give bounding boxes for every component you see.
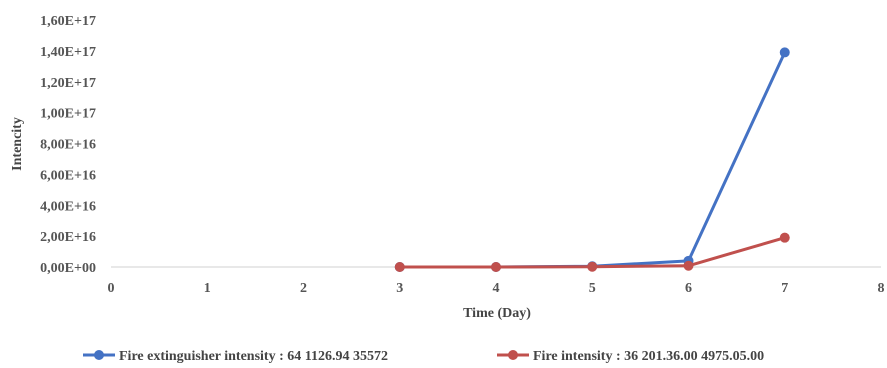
series-1-point	[780, 47, 790, 57]
y-tick-label: 1,00E+17	[40, 107, 96, 122]
x-tick-label: 6	[685, 281, 692, 296]
y-axis-ticks: 0,00E+00 2,00E+16 4,00E+16 6,00E+16 8,00E+16…	[40, 14, 96, 276]
x-tick-label: 2	[300, 281, 307, 296]
series-layer	[395, 47, 790, 272]
y-tick-label: 4,00E+16	[40, 199, 96, 214]
y-tick-label: 6,00E+16	[40, 168, 96, 183]
y-tick-label: 8,00E+16	[40, 138, 96, 153]
series-2-point	[780, 233, 790, 243]
legend-label: Fire intensity : 36 201.36.00 4975.05.00	[533, 349, 764, 364]
y-tick-label: 1,20E+17	[40, 76, 96, 91]
x-tick-label: 8	[878, 281, 885, 296]
x-tick-label: 5	[589, 281, 596, 296]
legend: Fire extinguisher intensity : 64 1126.94…	[83, 349, 764, 364]
x-tick-label: 1	[204, 281, 211, 296]
series-2-point	[491, 262, 501, 272]
x-axis-title: Time (Day)	[463, 306, 531, 321]
legend-swatch-marker	[94, 350, 104, 360]
legend-swatch-marker	[508, 350, 518, 360]
series-2-point	[587, 262, 597, 272]
y-tick-label: 1,40E+17	[40, 45, 96, 60]
y-tick-label: 1,60E+17	[40, 14, 96, 29]
series-2-point	[684, 261, 694, 271]
x-tick-label: 0	[108, 281, 115, 296]
y-tick-label: 0,00E+00	[40, 261, 96, 276]
y-tick-label: 2,00E+16	[40, 230, 96, 245]
x-tick-label: 3	[396, 281, 403, 296]
x-tick-label: 4	[493, 281, 500, 296]
x-tick-label: 7	[781, 281, 788, 296]
series-1-line	[400, 52, 785, 267]
series-2-point	[395, 262, 405, 272]
legend-label: Fire extinguisher intensity : 64 1126.94…	[119, 349, 388, 364]
x-axis-ticks: 0 1 2 3 4 5 6 7 8	[108, 281, 885, 296]
y-axis-title: Intencity	[10, 117, 25, 171]
